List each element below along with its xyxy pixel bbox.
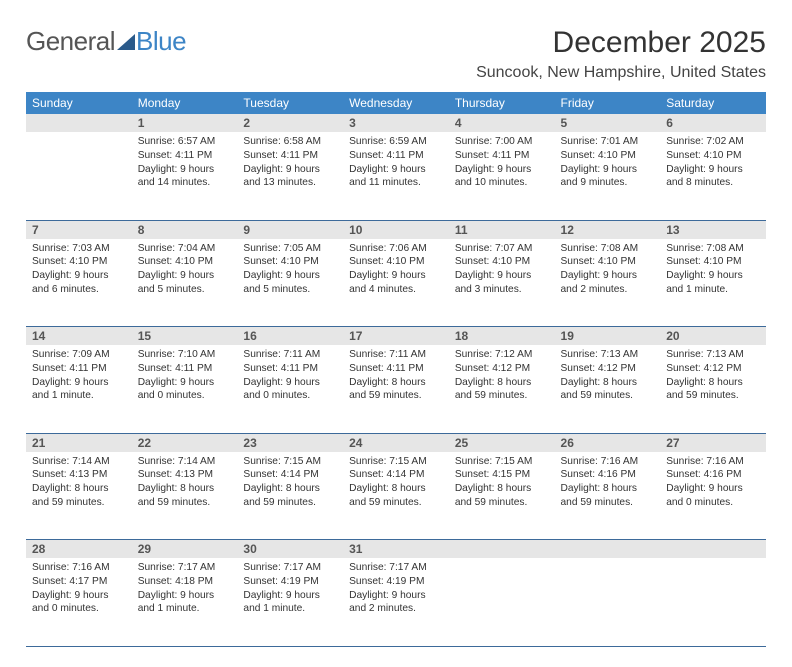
day-cell: Sunrise: 7:17 AMSunset: 4:18 PMDaylight:… xyxy=(132,558,238,646)
day-cell xyxy=(555,558,661,646)
brand-part1: General xyxy=(26,26,115,57)
location: Suncook, New Hampshire, United States xyxy=(476,64,766,82)
day-number: 22 xyxy=(132,433,238,452)
week-row: Sunrise: 7:09 AMSunset: 4:11 PMDaylight:… xyxy=(26,345,766,433)
day-cell xyxy=(660,558,766,646)
day-cell: Sunrise: 6:59 AMSunset: 4:11 PMDaylight:… xyxy=(343,132,449,220)
day-cell: Sunrise: 7:13 AMSunset: 4:12 PMDaylight:… xyxy=(660,345,766,433)
day-cell: Sunrise: 7:10 AMSunset: 4:11 PMDaylight:… xyxy=(132,345,238,433)
day-number xyxy=(26,114,132,132)
day-number: 12 xyxy=(555,220,661,239)
day-number: 24 xyxy=(343,433,449,452)
day-number: 3 xyxy=(343,114,449,132)
day-number: 21 xyxy=(26,433,132,452)
day-number: 27 xyxy=(660,433,766,452)
day-cell: Sunrise: 7:07 AMSunset: 4:10 PMDaylight:… xyxy=(449,239,555,327)
day-cell xyxy=(26,132,132,220)
day-cell: Sunrise: 7:16 AMSunset: 4:16 PMDaylight:… xyxy=(555,452,661,540)
day-cell: Sunrise: 7:17 AMSunset: 4:19 PMDaylight:… xyxy=(237,558,343,646)
day-number: 28 xyxy=(26,540,132,559)
day-number: 6 xyxy=(660,114,766,132)
day-cell: Sunrise: 7:16 AMSunset: 4:17 PMDaylight:… xyxy=(26,558,132,646)
week-row: Sunrise: 7:14 AMSunset: 4:13 PMDaylight:… xyxy=(26,452,766,540)
day-cell: Sunrise: 7:17 AMSunset: 4:19 PMDaylight:… xyxy=(343,558,449,646)
daynum-row: 78910111213 xyxy=(26,220,766,239)
daynum-row: 123456 xyxy=(26,114,766,132)
day-number xyxy=(555,540,661,559)
day-cell: Sunrise: 7:09 AMSunset: 4:11 PMDaylight:… xyxy=(26,345,132,433)
day-cell: Sunrise: 7:13 AMSunset: 4:12 PMDaylight:… xyxy=(555,345,661,433)
day-number: 23 xyxy=(237,433,343,452)
day-number: 7 xyxy=(26,220,132,239)
day-cell: Sunrise: 6:57 AMSunset: 4:11 PMDaylight:… xyxy=(132,132,238,220)
day-number: 14 xyxy=(26,327,132,346)
weekday-header: Tuesday xyxy=(237,92,343,114)
day-cell: Sunrise: 7:02 AMSunset: 4:10 PMDaylight:… xyxy=(660,132,766,220)
day-cell: Sunrise: 6:58 AMSunset: 4:11 PMDaylight:… xyxy=(237,132,343,220)
day-cell: Sunrise: 7:04 AMSunset: 4:10 PMDaylight:… xyxy=(132,239,238,327)
day-cell: Sunrise: 7:12 AMSunset: 4:12 PMDaylight:… xyxy=(449,345,555,433)
week-row: Sunrise: 6:57 AMSunset: 4:11 PMDaylight:… xyxy=(26,132,766,220)
day-number: 2 xyxy=(237,114,343,132)
weekday-header: Sunday xyxy=(26,92,132,114)
weekday-header: Thursday xyxy=(449,92,555,114)
daynum-row: 21222324252627 xyxy=(26,433,766,452)
calendar-page: General Blue December 2025 Suncook, New H… xyxy=(0,0,792,667)
day-number: 19 xyxy=(555,327,661,346)
day-cell: Sunrise: 7:11 AMSunset: 4:11 PMDaylight:… xyxy=(343,345,449,433)
day-number: 29 xyxy=(132,540,238,559)
header: General Blue December 2025 Suncook, New H… xyxy=(26,26,766,82)
weekday-header-row: SundayMondayTuesdayWednesdayThursdayFrid… xyxy=(26,92,766,114)
day-cell: Sunrise: 7:16 AMSunset: 4:16 PMDaylight:… xyxy=(660,452,766,540)
day-number: 25 xyxy=(449,433,555,452)
day-number: 5 xyxy=(555,114,661,132)
day-number: 17 xyxy=(343,327,449,346)
day-number xyxy=(449,540,555,559)
day-number: 31 xyxy=(343,540,449,559)
triangle-icon xyxy=(117,34,135,50)
title-block: December 2025 Suncook, New Hampshire, Un… xyxy=(476,26,766,82)
weekday-header: Friday xyxy=(555,92,661,114)
day-cell: Sunrise: 7:11 AMSunset: 4:11 PMDaylight:… xyxy=(237,345,343,433)
calendar-table: SundayMondayTuesdayWednesdayThursdayFrid… xyxy=(26,92,766,647)
weekday-header: Saturday xyxy=(660,92,766,114)
day-cell: Sunrise: 7:14 AMSunset: 4:13 PMDaylight:… xyxy=(132,452,238,540)
daynum-row: 28293031 xyxy=(26,540,766,559)
day-number: 16 xyxy=(237,327,343,346)
day-number: 4 xyxy=(449,114,555,132)
day-cell: Sunrise: 7:01 AMSunset: 4:10 PMDaylight:… xyxy=(555,132,661,220)
day-cell: Sunrise: 7:15 AMSunset: 4:14 PMDaylight:… xyxy=(237,452,343,540)
brand-logo: General Blue xyxy=(26,26,186,57)
day-number: 9 xyxy=(237,220,343,239)
day-number: 26 xyxy=(555,433,661,452)
week-row: Sunrise: 7:16 AMSunset: 4:17 PMDaylight:… xyxy=(26,558,766,646)
day-number: 20 xyxy=(660,327,766,346)
day-cell: Sunrise: 7:05 AMSunset: 4:10 PMDaylight:… xyxy=(237,239,343,327)
day-number: 13 xyxy=(660,220,766,239)
day-cell: Sunrise: 7:14 AMSunset: 4:13 PMDaylight:… xyxy=(26,452,132,540)
day-number: 30 xyxy=(237,540,343,559)
day-cell xyxy=(449,558,555,646)
day-cell: Sunrise: 7:00 AMSunset: 4:11 PMDaylight:… xyxy=(449,132,555,220)
day-cell: Sunrise: 7:06 AMSunset: 4:10 PMDaylight:… xyxy=(343,239,449,327)
week-row: Sunrise: 7:03 AMSunset: 4:10 PMDaylight:… xyxy=(26,239,766,327)
brand-part2: Blue xyxy=(136,26,186,57)
day-number: 15 xyxy=(132,327,238,346)
day-number xyxy=(660,540,766,559)
day-number: 18 xyxy=(449,327,555,346)
day-cell: Sunrise: 7:08 AMSunset: 4:10 PMDaylight:… xyxy=(555,239,661,327)
day-cell: Sunrise: 7:03 AMSunset: 4:10 PMDaylight:… xyxy=(26,239,132,327)
day-number: 1 xyxy=(132,114,238,132)
day-cell: Sunrise: 7:08 AMSunset: 4:10 PMDaylight:… xyxy=(660,239,766,327)
daynum-row: 14151617181920 xyxy=(26,327,766,346)
month-title: December 2025 xyxy=(476,26,766,60)
day-number: 8 xyxy=(132,220,238,239)
day-cell: Sunrise: 7:15 AMSunset: 4:14 PMDaylight:… xyxy=(343,452,449,540)
day-cell: Sunrise: 7:15 AMSunset: 4:15 PMDaylight:… xyxy=(449,452,555,540)
weekday-header: Wednesday xyxy=(343,92,449,114)
day-number: 11 xyxy=(449,220,555,239)
day-number: 10 xyxy=(343,220,449,239)
weekday-header: Monday xyxy=(132,92,238,114)
